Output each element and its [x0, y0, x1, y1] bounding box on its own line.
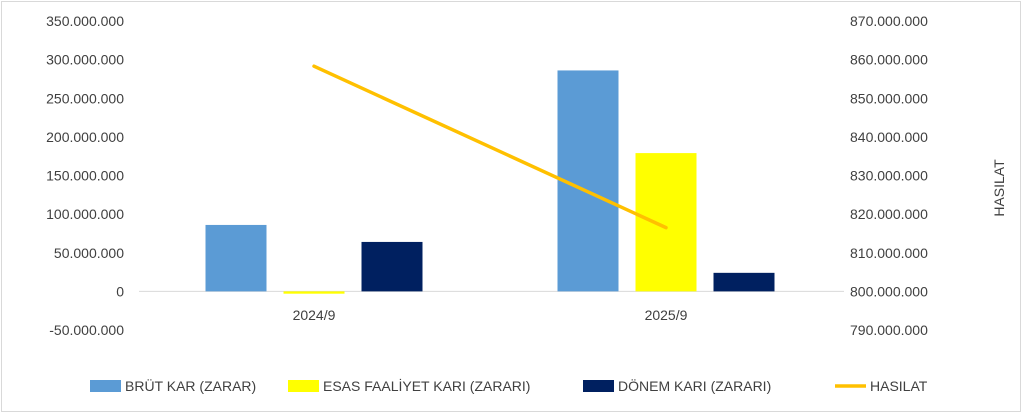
- line-series: [312, 64, 668, 230]
- right-tick-label: 830.000.000: [850, 168, 928, 184]
- right-tick-label: 870.000.000: [850, 13, 928, 29]
- right-tick-label: 860.000.000: [850, 52, 928, 68]
- right-axis-title: HASILAT: [991, 159, 1007, 217]
- category-label: 2024/9: [293, 307, 336, 323]
- left-axis-ticks: 350.000.000 300.000.000 250.000.000 200.000…: [46, 13, 124, 338]
- legend-label: ESAS FAALİYET KARI (ZARARI): [323, 377, 530, 394]
- bar: [713, 272, 775, 292]
- right-axis-ticks: 870.000.000 860.000.000 850.000.000 840.000…: [850, 13, 928, 338]
- left-tick-label: 350.000.000: [46, 13, 124, 29]
- legend-swatch: [288, 380, 319, 392]
- legend: BRÜT KAR (ZARAR) ESAS FAALİYET KARI (ZARA…: [90, 377, 928, 394]
- left-tick-label: -50.000.000: [49, 322, 124, 338]
- hasilat-line: [312, 64, 668, 230]
- right-tick-label: 850.000.000: [850, 90, 928, 106]
- bar: [283, 291, 345, 294]
- legend-swatch: [90, 380, 121, 392]
- bar: [635, 153, 697, 292]
- left-tick-label: 300.000.000: [46, 52, 124, 68]
- right-tick-label: 800.000.000: [850, 283, 928, 299]
- legend-label: DÖNEM KARI (ZARARI): [618, 377, 771, 394]
- bar: [205, 224, 267, 292]
- left-tick-label: 50.000.000: [54, 245, 124, 261]
- legend-label: BRÜT KAR (ZARAR): [125, 377, 256, 394]
- chart-svg: 350.000.000 300.000.000 250.000.000 200.000…: [46, 13, 1007, 394]
- chart-frame: 350.000.000 300.000.000 250.000.000 200.000…: [1, 1, 1021, 412]
- right-tick-label: 810.000.000: [850, 245, 928, 261]
- bar: [361, 241, 423, 292]
- right-tick-label: 840.000.000: [850, 129, 928, 145]
- category-labels: 2024/9 2025/9: [293, 307, 688, 323]
- legend-swatch: [583, 380, 614, 392]
- left-tick-label: 150.000.000: [46, 168, 124, 184]
- legend-label: HASILAT: [870, 378, 928, 394]
- left-tick-label: 200.000.000: [46, 129, 124, 145]
- right-tick-label: 790.000.000: [850, 322, 928, 338]
- right-tick-label: 820.000.000: [850, 206, 928, 222]
- category-label: 2025/9: [645, 307, 688, 323]
- left-tick-label: 250.000.000: [46, 90, 124, 106]
- bar-series: [205, 70, 775, 294]
- left-tick-label: 100.000.000: [46, 206, 124, 222]
- left-tick-label: 0: [116, 283, 124, 299]
